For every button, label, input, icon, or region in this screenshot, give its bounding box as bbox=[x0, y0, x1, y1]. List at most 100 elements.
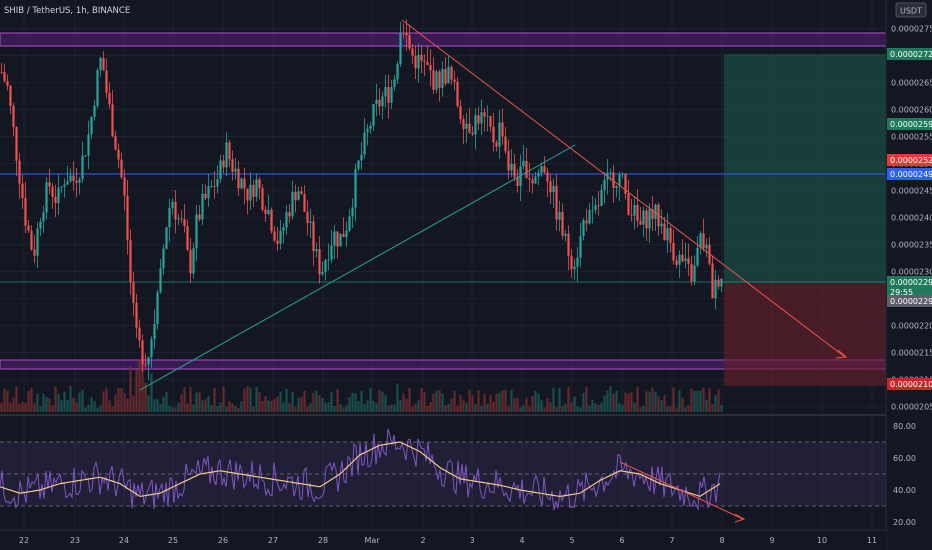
candle-body bbox=[663, 223, 666, 241]
candle-body bbox=[372, 104, 375, 126]
resistance-zone[interactable] bbox=[0, 32, 886, 47]
candle-body bbox=[9, 85, 12, 106]
rsi-line bbox=[0, 428, 721, 511]
candle-body bbox=[99, 58, 102, 71]
volume-bar bbox=[120, 388, 123, 412]
volume-bar bbox=[513, 398, 516, 412]
candle-body bbox=[690, 263, 693, 282]
volume-bar bbox=[600, 402, 603, 412]
candle-body bbox=[540, 166, 543, 173]
volume-bar bbox=[651, 387, 654, 412]
candle-body bbox=[396, 64, 399, 80]
candle-body bbox=[345, 230, 348, 238]
volume-bar bbox=[102, 391, 105, 412]
volume-bar bbox=[69, 386, 72, 412]
candle-body bbox=[234, 168, 237, 172]
volume-bar bbox=[633, 402, 636, 412]
volume-bar bbox=[240, 401, 243, 412]
volume-bar bbox=[93, 401, 96, 412]
rsi-trendline[interactable] bbox=[619, 461, 744, 520]
candle-body bbox=[525, 160, 528, 179]
volume-bar bbox=[378, 390, 381, 412]
volume-bar bbox=[486, 403, 489, 412]
volume-bar bbox=[216, 406, 219, 412]
volume-bar bbox=[666, 406, 669, 412]
candle-body bbox=[330, 245, 333, 260]
support-zone[interactable] bbox=[0, 359, 886, 370]
candle-body bbox=[558, 211, 561, 220]
volume-bar bbox=[588, 405, 591, 412]
currency-badge[interactable]: USDT bbox=[895, 2, 927, 18]
candle-body bbox=[306, 211, 309, 223]
ascending-trendline[interactable] bbox=[139, 144, 576, 391]
candle-body bbox=[174, 201, 177, 220]
take-profit-box[interactable] bbox=[724, 54, 886, 283]
volume-bar bbox=[96, 407, 99, 412]
candle-body bbox=[348, 216, 351, 231]
volume-bar bbox=[381, 391, 384, 412]
volume-bar bbox=[576, 406, 579, 412]
volume-bar bbox=[75, 402, 78, 412]
candle-body bbox=[342, 233, 345, 238]
volume-bar bbox=[108, 400, 111, 412]
volume-bar bbox=[204, 399, 207, 412]
stop-loss-box[interactable] bbox=[724, 283, 886, 386]
volume-bar bbox=[495, 393, 498, 412]
rsi-tick-label: 60.00 bbox=[893, 454, 916, 463]
price-axis[interactable] bbox=[886, 0, 932, 550]
volume-bar bbox=[285, 388, 288, 412]
volume-bar bbox=[330, 392, 333, 412]
candle-body bbox=[366, 128, 369, 133]
candle-body bbox=[84, 155, 87, 157]
candle-body bbox=[450, 66, 453, 80]
volume-bar bbox=[153, 399, 156, 412]
candle-body bbox=[249, 184, 252, 201]
candle-body bbox=[270, 209, 273, 232]
volume-bar bbox=[21, 401, 24, 412]
candle-body bbox=[318, 249, 321, 275]
candles bbox=[0, 19, 723, 381]
descending-trendline[interactable] bbox=[401, 19, 846, 358]
time-axis[interactable] bbox=[0, 530, 886, 550]
volume-bar bbox=[423, 392, 426, 412]
volume-bar bbox=[384, 394, 387, 412]
candle-body bbox=[459, 106, 462, 120]
candle-body bbox=[702, 233, 705, 249]
candle-body bbox=[615, 185, 618, 188]
candle-body bbox=[255, 179, 258, 197]
price-label-text: 0.00002496 bbox=[890, 170, 932, 179]
candle-body bbox=[480, 112, 483, 124]
candle-body bbox=[669, 227, 672, 243]
candle-body bbox=[132, 282, 135, 303]
volume-bar bbox=[519, 407, 522, 412]
candle-body bbox=[456, 81, 459, 107]
volume-bar bbox=[117, 388, 120, 412]
volume-bar bbox=[663, 395, 666, 412]
volume-bar bbox=[291, 391, 294, 412]
volume-bar bbox=[309, 402, 312, 412]
volume-bar bbox=[183, 387, 186, 412]
candle-body bbox=[198, 214, 201, 220]
volume-bar bbox=[615, 391, 618, 412]
candle-body bbox=[258, 179, 261, 189]
candle-body bbox=[687, 258, 690, 264]
x-tick-label: 11 bbox=[867, 536, 877, 545]
volume-bar bbox=[63, 391, 66, 412]
candle-body bbox=[516, 177, 519, 186]
candle-body bbox=[618, 174, 621, 186]
volume-bar bbox=[579, 407, 582, 412]
candle-body bbox=[87, 134, 90, 156]
candle-body bbox=[213, 186, 216, 187]
volume-bar bbox=[72, 397, 75, 412]
candle-body bbox=[483, 112, 486, 117]
volume-bar bbox=[12, 397, 15, 412]
volume-bar bbox=[282, 402, 285, 412]
volume-bar bbox=[489, 395, 492, 412]
volume-bar bbox=[432, 393, 435, 412]
volume-bar bbox=[672, 387, 675, 412]
volume-bar bbox=[498, 392, 501, 412]
price-label-text: 29:55 bbox=[890, 288, 913, 297]
volume-bar bbox=[129, 366, 132, 412]
candle-body bbox=[570, 255, 573, 270]
